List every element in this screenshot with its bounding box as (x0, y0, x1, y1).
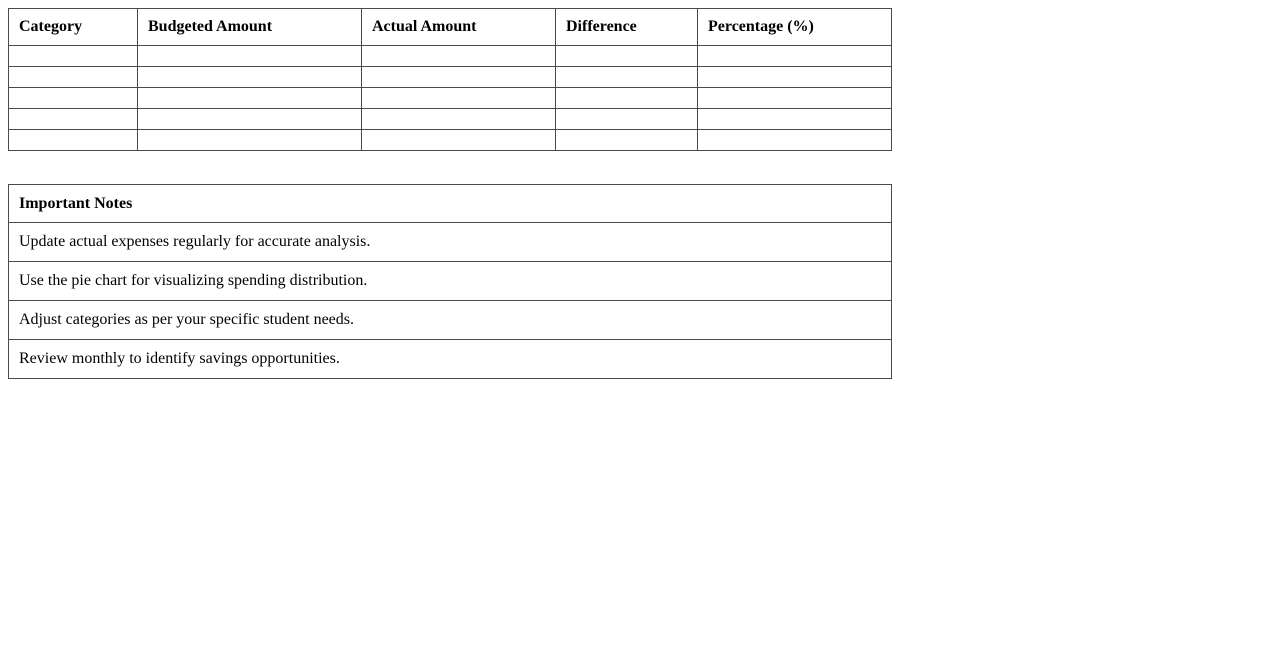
empty-cell (555, 108, 698, 130)
empty-cell (361, 45, 556, 67)
table-row (8, 45, 892, 67)
empty-cell (555, 45, 698, 67)
table-row (8, 129, 892, 151)
header-actual-amount: Actual Amount (361, 8, 556, 46)
header-budgeted-amount: Budgeted Amount (137, 8, 362, 46)
budget-table: Category Budgeted Amount Actual Amount D… (8, 8, 892, 151)
empty-cell (8, 66, 138, 88)
empty-cell (137, 66, 362, 88)
empty-cell (555, 87, 698, 109)
note-row: Update actual expenses regularly for acc… (8, 222, 892, 262)
empty-cell (137, 129, 362, 151)
empty-cell (697, 87, 892, 109)
empty-cell (697, 66, 892, 88)
empty-cell (361, 87, 556, 109)
empty-cell (697, 129, 892, 151)
header-percentage: Percentage (%) (697, 8, 892, 46)
header-category: Category (8, 8, 138, 46)
table-row (8, 66, 892, 88)
budget-table-header-row: Category Budgeted Amount Actual Amount D… (8, 8, 892, 46)
empty-cell (361, 129, 556, 151)
empty-cell (555, 66, 698, 88)
notes-table: Important Notes Update actual expenses r… (8, 184, 892, 379)
table-row (8, 108, 892, 130)
note-row: Use the pie chart for visualizing spendi… (8, 261, 892, 301)
empty-cell (137, 87, 362, 109)
note-text: Review monthly to identify savings oppor… (8, 339, 892, 379)
notes-header-row: Important Notes (8, 184, 892, 223)
empty-cell (137, 108, 362, 130)
note-text: Adjust categories as per your specific s… (8, 300, 892, 340)
empty-cell (697, 45, 892, 67)
note-row: Review monthly to identify savings oppor… (8, 339, 892, 379)
header-difference: Difference (555, 8, 698, 46)
empty-cell (361, 66, 556, 88)
notes-title: Important Notes (8, 184, 892, 223)
empty-cell (8, 108, 138, 130)
empty-cell (8, 129, 138, 151)
empty-cell (555, 129, 698, 151)
table-row (8, 87, 892, 109)
empty-cell (361, 108, 556, 130)
empty-cell (8, 87, 138, 109)
note-text: Use the pie chart for visualizing spendi… (8, 261, 892, 301)
note-row: Adjust categories as per your specific s… (8, 300, 892, 340)
note-text: Update actual expenses regularly for acc… (8, 222, 892, 262)
empty-cell (137, 45, 362, 67)
empty-cell (8, 45, 138, 67)
empty-cell (697, 108, 892, 130)
